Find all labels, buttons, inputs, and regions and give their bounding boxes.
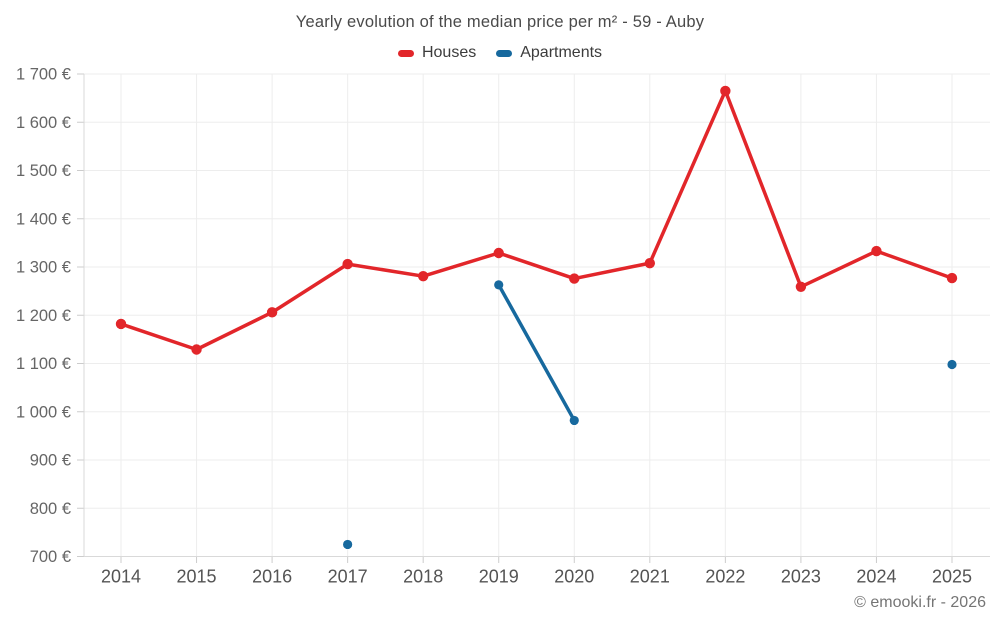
- svg-text:2017: 2017: [328, 567, 368, 587]
- svg-text:900 €: 900 €: [30, 452, 71, 470]
- svg-text:2014: 2014: [101, 567, 141, 587]
- svg-text:2016: 2016: [252, 567, 292, 587]
- legend-item-houses[interactable]: Houses: [397, 44, 477, 62]
- svg-text:800 €: 800 €: [30, 500, 71, 518]
- svg-text:1 700 €: 1 700 €: [16, 66, 71, 84]
- svg-text:2024: 2024: [856, 567, 896, 587]
- svg-text:2023: 2023: [781, 567, 821, 587]
- svg-text:1 400 €: 1 400 €: [16, 210, 71, 228]
- svg-text:1 000 €: 1 000 €: [16, 403, 71, 421]
- legend-label-houses: Houses: [421, 44, 477, 61]
- svg-text:2025: 2025: [932, 567, 972, 587]
- svg-text:1 500 €: 1 500 €: [16, 162, 71, 180]
- svg-text:2021: 2021: [630, 567, 670, 587]
- legend-item-apartments[interactable]: Apartments: [496, 44, 602, 62]
- copyright-label: © emooki.fr - 2026: [854, 594, 986, 611]
- svg-text:1 300 €: 1 300 €: [16, 259, 71, 277]
- apartments-legend-marker: [496, 49, 513, 57]
- svg-text:1 200 €: 1 200 €: [16, 307, 71, 325]
- svg-text:1 100 €: 1 100 €: [16, 355, 71, 373]
- houses-legend-marker: [397, 49, 414, 57]
- svg-text:700 €: 700 €: [30, 548, 71, 566]
- svg-text:2015: 2015: [177, 567, 217, 587]
- chart-legend: Houses Apartments: [0, 44, 1000, 62]
- svg-text:2018: 2018: [403, 567, 443, 587]
- svg-text:1 600 €: 1 600 €: [16, 114, 71, 132]
- chart-title: Yearly evolution of the median price per…: [295, 13, 705, 31]
- svg-text:2020: 2020: [554, 567, 594, 587]
- legend-label-apartments: Apartments: [520, 44, 603, 61]
- svg-text:2019: 2019: [479, 567, 519, 587]
- svg-text:2022: 2022: [705, 567, 745, 587]
